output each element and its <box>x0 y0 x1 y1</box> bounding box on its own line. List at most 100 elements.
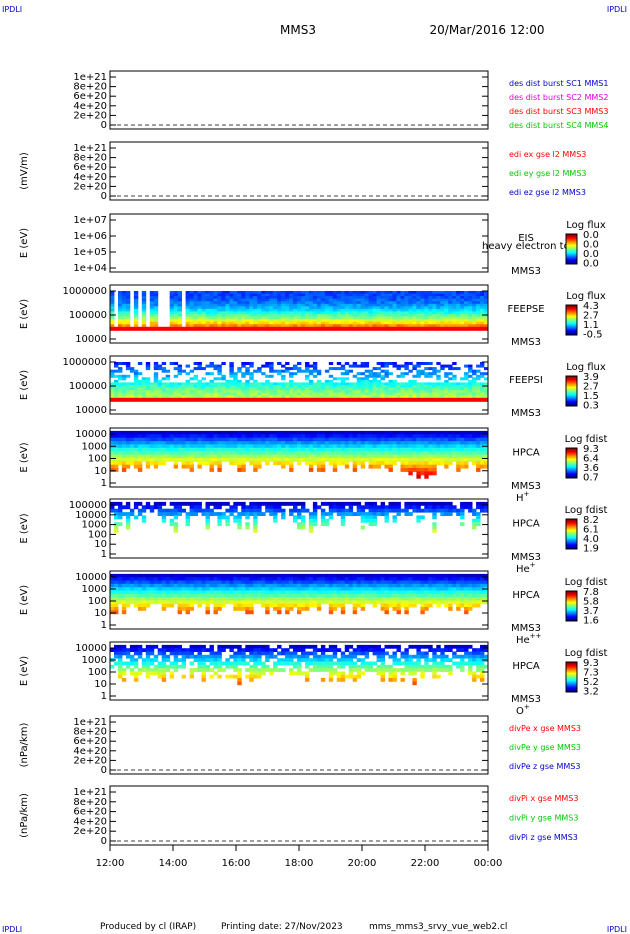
hpca_o-ytick-label: 100 <box>88 667 107 678</box>
hpca_he-colorbar-tick: 8.2 <box>583 515 599 526</box>
divpe-ytick-label: 2e+20 <box>73 755 107 766</box>
panel-feepse: 10000 100000 1000000 E (eV) FEEPSE MMS3 Log fl… <box>19 284 606 348</box>
hpca_o-colorbar-tick: 9.3 <box>583 658 599 669</box>
feepsi-spacecraft-label: MMS3 <box>511 408 541 419</box>
feepsi-ytick-label: 1000000 <box>62 357 107 368</box>
hpca_he-frame <box>109 498 489 559</box>
hpca_he2-spectrogram <box>110 573 489 615</box>
hpca_he2-spacecraft-label: MMS3 <box>511 623 541 634</box>
footer-producer: Produced by cl (IRAP) <box>100 922 196 932</box>
eis-colorbar-tick: 0.0 <box>583 249 599 260</box>
hpca_o-ytick-label: 1000 <box>82 655 107 666</box>
hpca_he-ytick-label: 100 <box>88 529 107 540</box>
eis-frame <box>109 213 489 273</box>
divpe-ytick-label: 4e+20 <box>73 746 107 757</box>
hpca_h-ytick-label: 1000 <box>82 441 107 452</box>
hpca_o-instrument-label: HPCA <box>512 661 540 672</box>
edi-legend-entry: edi ey gse l2 MMS3 <box>509 169 587 178</box>
des-frame <box>109 70 489 130</box>
divpi-frame <box>109 785 489 846</box>
feepsi-ytick-label: 10000 <box>75 405 107 416</box>
feepsi-ylabel: E (eV) <box>19 370 30 400</box>
edi-legend-entry: edi ex gse l2 MMS3 <box>509 150 586 159</box>
divpi-legend-entry: divPi y gse MMS3 <box>509 814 578 823</box>
time-tick-label: 18:00 <box>285 858 314 869</box>
eis-ytick-label: 1e+06 <box>73 231 107 242</box>
divpi-ytick-label: 4e+20 <box>73 816 107 827</box>
des-legend-entry: des dist burst SC1 MMS1 <box>509 79 608 88</box>
hpca_he2-ylabel: E (eV) <box>19 585 30 615</box>
hpca_he-spacecraft-label: MMS3 <box>511 552 541 563</box>
hpca_he-instrument-label: HPCA <box>512 519 540 530</box>
hpca_he-ytick-label: 10 <box>94 539 107 550</box>
hpca_he-ytick-label: 100000 <box>69 500 107 511</box>
hpca_he-ylabel: E (eV) <box>19 513 30 543</box>
des-ytick-label: 1e+21 <box>73 72 107 83</box>
hpca_he-colorbar-tick: 1.9 <box>583 544 599 555</box>
divpe-legend-entry: divPe y gse MMS3 <box>509 743 581 752</box>
des-legend-entry: des dist burst SC3 MMS3 <box>509 107 608 116</box>
hpca_h-colorbar-tick: 0.7 <box>583 473 599 484</box>
header-spacecraft: MMS3 <box>280 23 316 37</box>
footer-printing-date: Printing date: 27/Nov/2023 <box>221 922 343 932</box>
hpca_he-species-label: He+ <box>516 561 536 575</box>
hpca_he2-colorbar-tick: 1.6 <box>583 616 599 627</box>
eis-colorbar-tick: 0.0 <box>583 230 599 241</box>
hpca_he2-colorbar-tick: 5.8 <box>583 597 599 608</box>
divpe-ytick-label: 6e+20 <box>73 736 107 747</box>
feepsi-colorbar-tick: 1.5 <box>583 391 599 402</box>
feepse-ytick-label: 100000 <box>69 310 107 321</box>
eis-overlay-text: heavy electron to <box>482 241 570 252</box>
hpca_he2-colorbar-title: Log fdist <box>565 577 608 588</box>
hpca_o-ylabel: E (eV) <box>19 656 30 686</box>
corner-label-bl: IPDLI <box>2 925 22 934</box>
hpca_o-colorbar-tick: 5.2 <box>583 677 599 688</box>
feepse-ytick-label: 10000 <box>75 334 107 345</box>
eis-colorbar-tick: 0.0 <box>583 240 599 251</box>
time-tick-label: 16:00 <box>222 858 251 869</box>
hpca_he2-species-label: He++ <box>516 632 542 646</box>
hpca_o-spectrogram <box>110 644 489 686</box>
des-legend-entry: des dist burst SC4 MMS4 <box>509 121 608 130</box>
feepsi-spectrogram <box>110 362 489 402</box>
hpca_o-colorbar-tick: 7.3 <box>583 668 599 679</box>
hpca_h-ylabel: E (eV) <box>19 442 30 472</box>
feepse-spectrogram <box>110 291 489 331</box>
feepsi-instrument-label: FEEPSI <box>509 375 543 386</box>
hpca_h-instrument-label: HPCA <box>512 448 540 459</box>
feepsi-colorbar-title: Log flux <box>566 362 606 373</box>
hpca_he2-ytick-label: 1000 <box>82 584 107 595</box>
hpca_h-ytick-label: 100 <box>88 454 107 465</box>
hpca_he2-ytick-label: 100 <box>88 596 107 607</box>
eis-colorbar-tick: 0.0 <box>583 259 599 270</box>
hpca_o-ytick-label: 1 <box>101 691 107 702</box>
feepse-instrument-label: FEEPSE <box>507 304 544 315</box>
divpi-ylabel: (nPa/km) <box>19 793 30 838</box>
corner-label-br: IPDLI <box>607 925 627 934</box>
edi-ytick-label: 1e+21 <box>73 143 107 154</box>
feepse-colorbar-tick: 1.1 <box>583 320 599 331</box>
time-tick-label: 00:00 <box>474 858 503 869</box>
edi-legend-entry: edi ez gse l2 MMS3 <box>509 188 586 197</box>
feepse-ytick-label: 1000000 <box>62 286 107 297</box>
hpca_o-species-label: O+ <box>516 703 530 717</box>
hpca_he-ytick-label: 1 <box>101 549 107 560</box>
feepsi-ytick-label: 100000 <box>69 381 107 392</box>
panel-eis: 1e+04 1e+05 1e+06 1e+07 E (eV) EIS MMS3 heavy e… <box>19 213 606 277</box>
feepsi-frame <box>109 355 489 415</box>
des-ytick-label: 6e+20 <box>73 91 107 102</box>
hpca_he2-ytick-label: 10000 <box>75 572 107 583</box>
edi-ytick-label: 0 <box>101 191 107 202</box>
hpca_h-ytick-label: 10 <box>94 466 107 477</box>
eis-ytick-label: 1e+05 <box>73 247 107 258</box>
divpe-ytick-label: 1e+21 <box>73 717 107 728</box>
feepse-colorbar-title: Log flux <box>566 291 606 302</box>
hpca_he2-ytick-label: 10 <box>94 608 107 619</box>
